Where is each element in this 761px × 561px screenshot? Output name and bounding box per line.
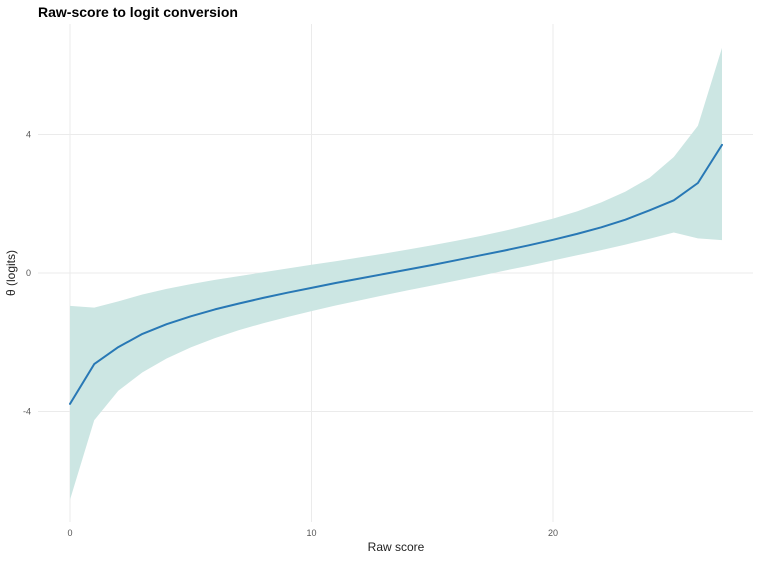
chart-title: Raw-score to logit conversion — [38, 4, 238, 20]
y-axis-title: θ (logits) — [4, 250, 18, 296]
x-tick-label: 20 — [548, 528, 558, 538]
y-tick-label: 0 — [26, 268, 31, 278]
x-tick-label: 10 — [306, 528, 316, 538]
confidence-band — [70, 47, 722, 500]
x-tick-label: 0 — [67, 528, 72, 538]
y-axis-ticks: -4 0 4 — [23, 130, 31, 417]
y-tick-label: -4 — [23, 407, 31, 417]
conversion-line — [69, 143, 723, 405]
y-tick-label: 4 — [26, 130, 31, 140]
x-axis-ticks: 0 10 20 — [67, 528, 558, 538]
x-axis-title: Raw score — [368, 540, 425, 554]
